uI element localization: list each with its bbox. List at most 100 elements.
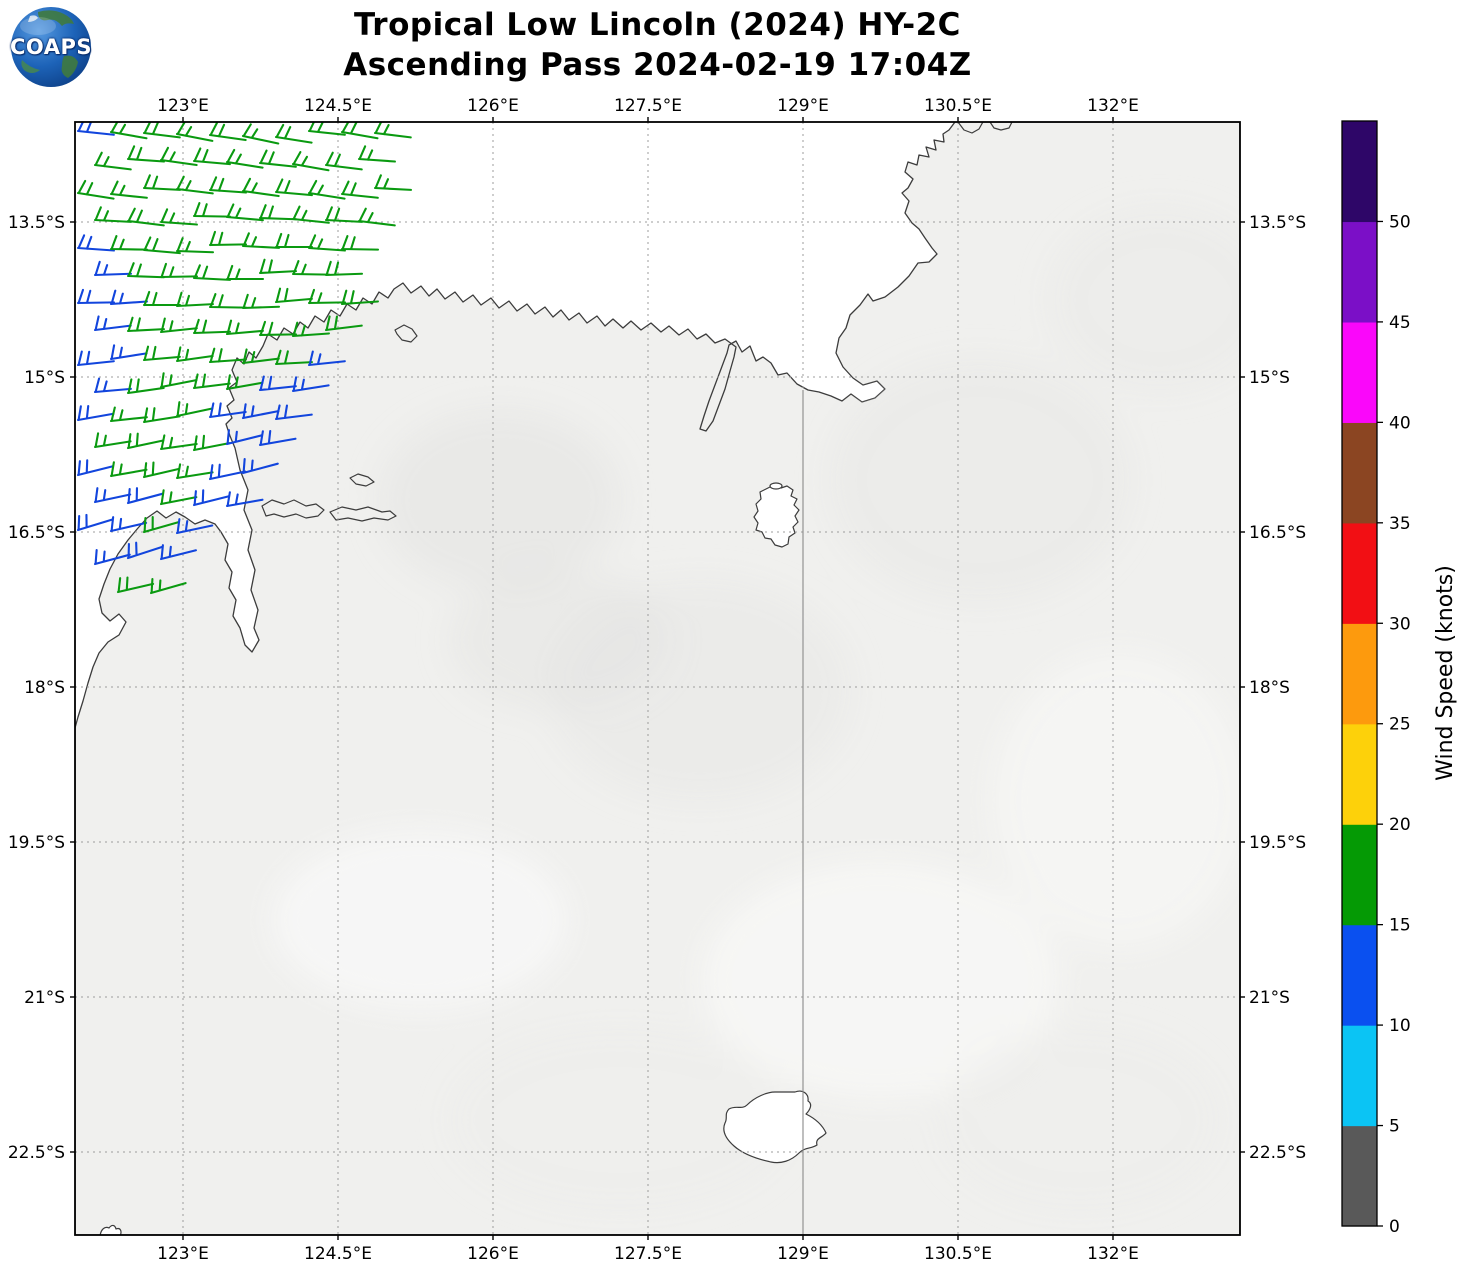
- wind-barb: [126, 541, 164, 560]
- x-tick-label-top: 123°E: [157, 96, 209, 116]
- y-tick-label-right: 21°S: [1249, 988, 1290, 1008]
- colorbar-tick-label: 40: [1389, 413, 1411, 433]
- wind-barb: [258, 204, 298, 221]
- wind-barb: [241, 232, 281, 249]
- wind-barb: [192, 489, 230, 507]
- colorbar-tick-label: 20: [1389, 815, 1411, 835]
- title-line-1: Tropical Low Lincoln (2024) HY-2C: [354, 7, 961, 43]
- wind-barb: [159, 208, 198, 226]
- wind-barb: [76, 350, 115, 367]
- wind-barb: [116, 576, 155, 594]
- wind-barb: [307, 122, 346, 136]
- wind-barb: [126, 316, 166, 333]
- wind-barb: [126, 487, 164, 505]
- wind-barb: [241, 123, 280, 145]
- wind-barb: [241, 403, 280, 420]
- wind-barb: [307, 234, 346, 252]
- islands: [261, 122, 1013, 522]
- wind-barb: [274, 349, 314, 366]
- x-tick-label-bottom: 126°E: [467, 1244, 519, 1264]
- colorbar-tick-label: 10: [1389, 1016, 1411, 1036]
- wind-barb: [225, 491, 264, 508]
- wind-barb: [93, 151, 132, 171]
- colorbar-tick-label: 45: [1389, 313, 1411, 333]
- wind-barb: [192, 202, 232, 218]
- wind-barb: [109, 235, 149, 251]
- wind-barb: [225, 203, 264, 222]
- wind-barb: [159, 544, 197, 561]
- wind-barb: [93, 432, 132, 449]
- colorbar-tick-label: 25: [1389, 715, 1411, 735]
- graticule: [75, 122, 1240, 1235]
- wind-barb: [324, 315, 363, 332]
- x-tick-label-top: 127.5°E: [614, 96, 682, 116]
- x-tick-label-bottom: 130.5°E: [924, 1244, 992, 1264]
- y-tick-label-right: 13.5°S: [1249, 213, 1306, 233]
- wind-barbs: [76, 122, 413, 595]
- y-tick-label-right: 16.5°S: [1249, 523, 1306, 543]
- x-tick-label-top: 124.5°E: [304, 96, 372, 116]
- wind-barb: [225, 148, 264, 169]
- wind-barb: [142, 290, 182, 307]
- wind-barb: [93, 315, 132, 332]
- colorbar-tick-label: 30: [1389, 614, 1411, 634]
- wind-barb: [175, 463, 214, 480]
- x-tick-label-top: 132°E: [1087, 96, 1139, 116]
- wind-barb: [258, 429, 297, 447]
- wind-barb: [291, 205, 330, 224]
- wind-barb: [241, 293, 281, 310]
- wind-barb: [142, 236, 181, 255]
- colorbar-segment: [1342, 1125, 1377, 1227]
- y-tick-label-left: 22.5°S: [8, 1143, 65, 1163]
- wind-barb: [192, 373, 231, 390]
- wind-barb: [225, 264, 265, 281]
- wind-barb: [142, 345, 181, 362]
- wind-barb: [357, 145, 396, 163]
- x-tick-label-top: 129°E: [777, 96, 829, 116]
- wind-barb: [258, 320, 298, 337]
- y-tick-label-left: 18°S: [24, 678, 65, 698]
- land-texture: [270, 210, 1240, 1210]
- wind-barb: [93, 377, 132, 394]
- coaps-logo-text: COAPS: [10, 35, 92, 59]
- wind-barb: [258, 258, 298, 275]
- wind-barb: [175, 346, 214, 363]
- y-tick-label-left: 13.5°S: [8, 213, 65, 233]
- axes-frame: [74, 121, 1241, 1236]
- wind-barb: [307, 179, 346, 200]
- wind-barb: [175, 175, 214, 195]
- wind-barb: [208, 122, 247, 142]
- wind-barb: [76, 404, 115, 422]
- wind-barb: [258, 375, 297, 392]
- wind-barb: [149, 578, 187, 595]
- wind-barb: [159, 317, 198, 334]
- colorbar: 0 5 10 15 20 25 30 35 40 45 50 Wind Speed (knots): [1341, 120, 1458, 1237]
- wind-barb: [241, 458, 279, 475]
- wind-barb: [76, 234, 115, 252]
- wind-barb: [159, 372, 198, 389]
- wind-barb: [109, 461, 148, 478]
- wind-barb: [357, 207, 396, 227]
- wind-barb: [307, 288, 347, 305]
- wind-barb: [225, 374, 264, 391]
- wind-barb: [109, 516, 148, 533]
- colorbar-segment: [1342, 1025, 1377, 1127]
- colorbar-segment: [1342, 723, 1377, 825]
- wind-barb: [340, 180, 379, 199]
- colorbar-tick-label: 5: [1389, 1117, 1400, 1137]
- x-tick-label-top: 126°E: [467, 96, 519, 116]
- wind-barb: [307, 350, 346, 367]
- colorbar-segment: [1342, 522, 1377, 624]
- colorbar-segment: [1342, 623, 1377, 725]
- colorbar-label: Wind Speed (knots): [1433, 565, 1458, 781]
- wind-barb: [192, 318, 232, 335]
- x-tick-label-bottom: 123°E: [157, 1244, 209, 1264]
- wind-barb: [159, 262, 199, 279]
- wind-barb: [175, 237, 215, 254]
- colorbar-frame: [1341, 120, 1378, 1227]
- wind-barb: [291, 321, 330, 338]
- colorbar-tick-label: 15: [1389, 916, 1411, 936]
- x-tick-label-bottom: 129°E: [777, 1244, 829, 1264]
- wind-barb: [175, 122, 214, 142]
